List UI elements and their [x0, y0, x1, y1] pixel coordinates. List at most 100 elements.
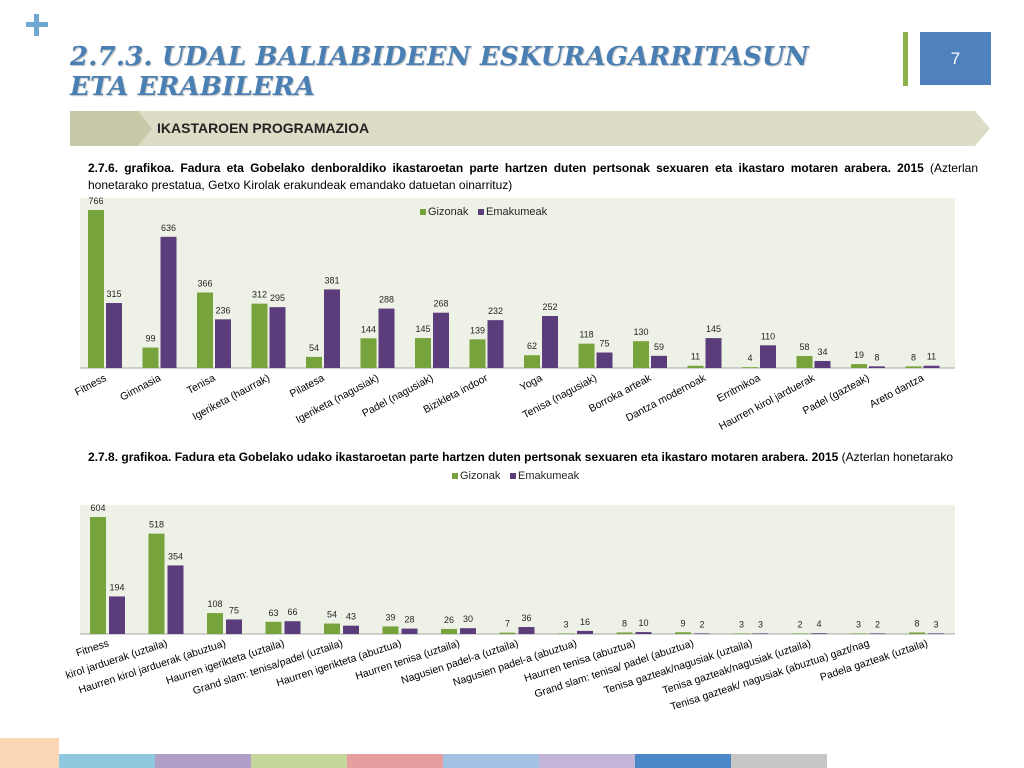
- bar-gizonak: [850, 633, 867, 634]
- bar-emakumeak: [343, 625, 359, 634]
- bar-emakumeak: [814, 360, 831, 368]
- bar-gizonak: [792, 633, 808, 634]
- bar-emakumeak: [215, 319, 231, 368]
- bar-emakumeak: [869, 366, 885, 368]
- bar-gizonak: [909, 632, 925, 634]
- footer-segment: [155, 754, 251, 768]
- section-banner: [70, 111, 990, 146]
- data-label: 354: [168, 551, 183, 561]
- page-number: 7: [920, 32, 991, 85]
- data-label: 16: [580, 617, 590, 627]
- bar-gizonak: [148, 533, 165, 634]
- legend-label: Emakumeak: [518, 470, 580, 482]
- data-label: 118: [579, 330, 593, 340]
- bar-gizonak: [524, 355, 540, 368]
- bar-emakumeak: [160, 236, 177, 368]
- data-label: 54: [309, 343, 319, 353]
- data-label: 4: [747, 353, 752, 363]
- bar-gizonak: [142, 347, 159, 368]
- data-label: 34: [817, 347, 827, 357]
- chart1-caption-rest: (Azterlan honetarako prestatua, Getxo Ki…: [88, 161, 978, 192]
- data-label: 2: [699, 619, 704, 629]
- bar-emakumeak: [109, 596, 125, 634]
- data-label: 8: [914, 618, 919, 628]
- bar-gizonak: [633, 341, 649, 368]
- data-label: 7: [505, 619, 510, 629]
- data-label: 381: [324, 275, 339, 285]
- bar-gizonak: [415, 338, 431, 368]
- footer-peach-block: [0, 738, 59, 768]
- data-label: 2: [875, 619, 880, 629]
- bar-emakumeak: [518, 627, 535, 634]
- bar-emakumeak: [577, 630, 593, 634]
- bar-emakumeak: [324, 289, 340, 368]
- footer-segment: [635, 754, 731, 768]
- bar-emakumeak: [705, 338, 722, 368]
- data-label: 252: [542, 302, 557, 312]
- data-label: 139: [470, 325, 485, 335]
- chart2-caption-bold: 2.7.8. grafikoa. Fadura eta Gobelako uda…: [88, 450, 839, 464]
- bar-gizonak: [905, 366, 922, 368]
- bar-emakumeak: [760, 345, 776, 368]
- legend-swatch: [510, 473, 516, 479]
- data-label: 766: [88, 196, 103, 206]
- legend-swatch: [420, 209, 426, 215]
- chart1-caption-bold: 2.7.6. grafikoa. Fadura eta Gobelako den…: [88, 161, 924, 175]
- data-label: 11: [927, 352, 936, 362]
- bar-gizonak: [851, 364, 867, 368]
- data-label: 110: [761, 331, 775, 341]
- data-label: 144: [361, 324, 376, 334]
- data-label: 66: [287, 607, 297, 617]
- bar-gizonak: [207, 613, 223, 634]
- data-label: 3: [933, 619, 938, 629]
- page-title: 2.7.3. UDAL BALIABIDEEN ESKURAGARRITASUN…: [70, 42, 809, 102]
- bar-gizonak: [90, 517, 106, 634]
- bar-emakumeak: [651, 355, 667, 368]
- bar-emakumeak: [694, 633, 710, 634]
- data-label: 145: [706, 324, 721, 334]
- category-tick-label: Yoga: [518, 372, 545, 394]
- data-label: 75: [229, 605, 239, 615]
- legend-label: Emakumeak: [486, 206, 548, 218]
- data-label: 194: [109, 582, 124, 592]
- data-label: 2: [797, 619, 802, 629]
- legend: Gizonak Emakumeak: [452, 470, 580, 482]
- data-label: 43: [346, 612, 356, 622]
- data-label: 36: [521, 613, 531, 623]
- data-label: 8: [622, 618, 627, 628]
- data-label: 3: [563, 619, 568, 629]
- data-label: 11: [691, 352, 700, 362]
- bar-gizonak: [469, 339, 486, 368]
- bar-gizonak: [265, 621, 282, 634]
- bar-gizonak: [616, 632, 633, 634]
- bar-emakumeak: [635, 632, 652, 634]
- bar-emakumeak: [106, 303, 122, 368]
- category-tick-label: Haurren kirol jarduerak: [717, 372, 818, 433]
- bar-emakumeak: [378, 308, 395, 368]
- bar-gizonak: [324, 623, 340, 634]
- category-tick-label: Areto dantza: [868, 372, 926, 411]
- category-tick-label: Fitness: [73, 372, 109, 398]
- bar-gizonak: [360, 338, 377, 368]
- data-label: 75: [599, 339, 609, 349]
- bar-gizonak: [197, 292, 213, 368]
- bar-gizonak: [88, 210, 104, 368]
- legend-swatch: [478, 209, 484, 215]
- data-label: 518: [149, 520, 164, 530]
- bar-gizonak: [687, 365, 704, 368]
- bar-gizonak: [382, 626, 399, 634]
- bar-emakumeak: [226, 619, 242, 634]
- bar-emakumeak: [433, 312, 449, 368]
- bar-gizonak: [578, 343, 595, 368]
- data-label: 295: [270, 293, 285, 303]
- section-banner-tab: [70, 111, 152, 146]
- data-label: 54: [327, 610, 337, 620]
- bar-gizonak: [441, 628, 457, 634]
- data-label: 312: [252, 290, 267, 300]
- data-label: 366: [197, 279, 212, 289]
- legend-label: Gizonak: [428, 206, 469, 218]
- bar-gizonak: [499, 632, 516, 634]
- category-tick-label: Tenisa: [185, 372, 218, 397]
